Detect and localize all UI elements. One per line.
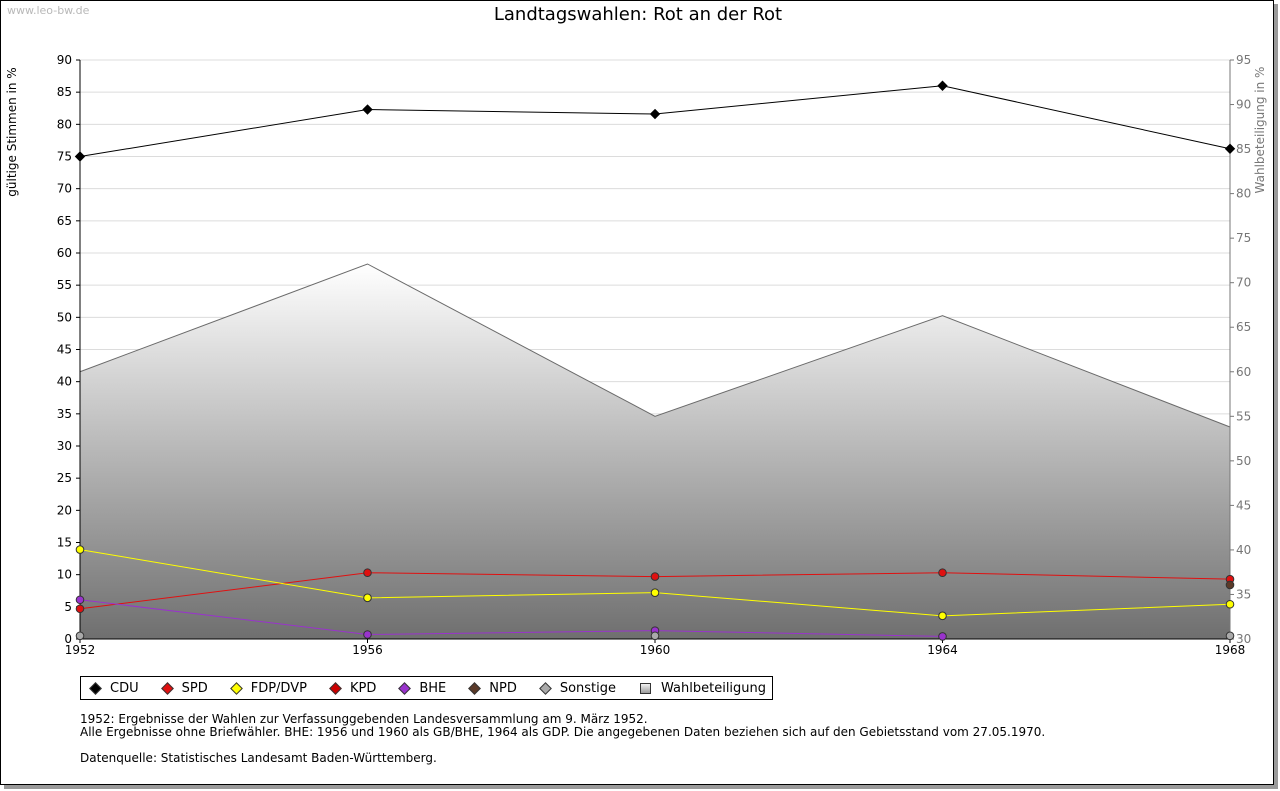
y2-tick-label: 35	[1236, 587, 1251, 601]
point-fdp-dvp	[1225, 599, 1235, 609]
point-fdp-dvp	[363, 593, 372, 603]
legend-marker	[229, 681, 243, 695]
legend-marker	[398, 681, 412, 695]
source-note: Datenquelle: Statistisches Landesamt Bad…	[80, 751, 437, 765]
y-tick-label: 10	[57, 568, 72, 582]
point-bhe	[363, 630, 372, 639]
y-tick-label: 60	[57, 246, 72, 260]
y-tick-label: 30	[57, 439, 72, 453]
y2-tick-label: 65	[1236, 320, 1251, 334]
legend-label: KPD	[349, 680, 377, 696]
point-cdu	[1224, 143, 1236, 154]
y-tick-label: 80	[57, 117, 72, 131]
legend-marker	[160, 681, 174, 695]
chart-plot: 0 5 10 15 20 25 30 35 40 45 50 55 60 65 70 75 80 85 90 30 35…	[57, 53, 1252, 657]
y2-tick-label: 40	[1236, 543, 1251, 557]
point-sonstige	[75, 631, 85, 641]
watermark: www.leo-bw.de	[7, 4, 90, 17]
y2-tick-label: 50	[1236, 454, 1251, 468]
point-bhe	[75, 595, 85, 605]
y-tick-label: 0	[64, 632, 72, 646]
y2-tick-label: 90	[1236, 98, 1251, 112]
y2-tick-label: 70	[1236, 276, 1251, 290]
legend-item: BHE	[394, 681, 446, 696]
y-tick-label: 65	[57, 214, 72, 228]
y-tick-label: 20	[57, 503, 72, 517]
legend-item: CDU	[85, 681, 139, 696]
y-tick-label: 45	[57, 343, 72, 357]
legend-item: Wahlbeteiligung	[634, 681, 766, 696]
legend-marker	[329, 681, 342, 695]
turnout-area	[80, 263, 1230, 639]
legend-label: CDU	[110, 680, 139, 696]
y-tick-label: 35	[57, 407, 72, 421]
turnout-line	[79, 263, 1231, 428]
legend-area-swatch	[640, 682, 652, 694]
x-tick-label: 1956	[352, 643, 383, 657]
point-fdp-dvp	[938, 611, 947, 621]
x-tick-label: 1952	[65, 643, 96, 657]
x-tick-label: 1964	[927, 643, 958, 657]
legend-label: NPD	[489, 680, 517, 696]
y2-tick-label: 55	[1236, 409, 1251, 423]
point-bhe	[938, 632, 947, 641]
point-cdu	[74, 151, 86, 162]
y-tick-label: 75	[57, 150, 72, 164]
y-tick-label: 50	[57, 310, 72, 324]
y-tick-label: 90	[57, 53, 72, 67]
y2-tick-label: 45	[1236, 498, 1251, 512]
chart-title: Landtagswahlen: Rot an der Rot	[493, 4, 783, 25]
legend-marker	[468, 681, 482, 695]
y-tick-label: 25	[57, 471, 72, 485]
y-tick-label: 70	[57, 182, 72, 196]
y-tick-label: 5	[64, 600, 72, 614]
y2-tick-label: 95	[1236, 53, 1251, 67]
y2-tick-label: 75	[1236, 231, 1251, 245]
point-sonstige	[650, 631, 660, 641]
point-cdu	[362, 104, 373, 115]
point-fdp-dvp	[650, 588, 660, 597]
y2-tick-label: 30	[1236, 632, 1251, 646]
series-line-bhe	[79, 599, 943, 637]
point-spd	[650, 572, 660, 581]
legend-label: BHE	[419, 680, 447, 696]
legend-item: Sonstige	[535, 681, 616, 696]
y-tick-label: 55	[57, 278, 72, 292]
note-line-1: 1952: Ergebnisse der Wahlen zur Verfassu…	[80, 712, 648, 726]
notes: 1952: Ergebnisse der Wahlen zur Verfassu…	[80, 713, 1045, 765]
point-spd	[75, 604, 85, 614]
legend-label: Wahlbeteiligung	[661, 680, 767, 696]
point-npd	[1225, 580, 1235, 590]
point-sonstige	[1225, 631, 1235, 641]
point-fdp-dvp	[75, 545, 85, 554]
legend-marker	[538, 681, 552, 695]
y2-tick-label: 80	[1236, 187, 1251, 201]
legend-item: SPD	[157, 681, 208, 696]
x-tick-label: 1960	[640, 643, 671, 657]
legend-item: FDP/DVP	[226, 681, 307, 696]
legend-item: KPD	[325, 681, 376, 696]
x-tick-label: 1968	[1215, 643, 1246, 657]
point-cdu	[649, 108, 661, 120]
y2-tick-label: 85	[1236, 142, 1251, 156]
y2-tick-label: 60	[1236, 365, 1251, 379]
y-tick-label: 85	[57, 85, 72, 99]
point-cdu	[937, 80, 948, 91]
legend-label: SPD	[181, 680, 208, 696]
y-tick-label: 15	[57, 536, 72, 550]
y-tick-label: 40	[57, 375, 72, 389]
point-spd	[363, 568, 372, 578]
legend-item: NPD	[464, 681, 517, 696]
legend: CDU SPD FDP/DVP KPD BHE NPD Sonstige Wahlbeteil…	[80, 676, 774, 700]
legend-label: Sonstige	[559, 680, 617, 696]
legend-label: FDP/DVP	[250, 680, 307, 696]
legend-marker	[89, 681, 102, 695]
series-line-cdu	[79, 85, 1231, 157]
note-line-2: Alle Ergebnisse ohne Briefwähler. BHE: 1…	[80, 725, 1046, 739]
point-spd	[938, 568, 947, 578]
